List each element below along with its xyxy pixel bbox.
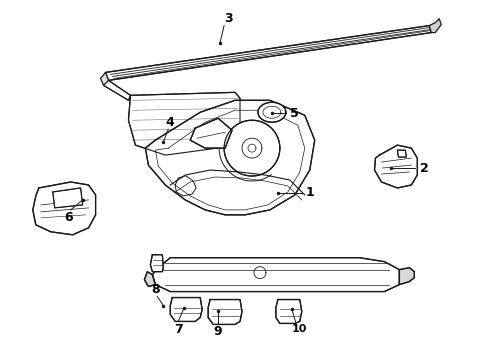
Text: 10: 10	[292, 324, 308, 334]
Polygon shape	[397, 150, 406, 157]
Polygon shape	[374, 145, 417, 188]
Polygon shape	[152, 258, 399, 292]
Polygon shape	[53, 188, 83, 208]
Text: 3: 3	[224, 12, 232, 25]
Text: 7: 7	[174, 323, 183, 336]
Polygon shape	[103, 78, 130, 100]
Polygon shape	[105, 26, 431, 80]
Polygon shape	[224, 120, 280, 176]
Polygon shape	[399, 268, 415, 285]
Polygon shape	[146, 100, 315, 215]
Text: 1: 1	[305, 186, 314, 199]
Text: 2: 2	[420, 162, 429, 175]
Text: 8: 8	[151, 283, 160, 296]
Polygon shape	[100, 72, 108, 85]
Polygon shape	[171, 298, 202, 321]
Polygon shape	[128, 92, 240, 155]
Polygon shape	[276, 300, 302, 323]
Polygon shape	[208, 300, 242, 324]
Text: 6: 6	[64, 211, 73, 224]
Polygon shape	[150, 255, 163, 272]
Text: 5: 5	[291, 107, 299, 120]
Text: 9: 9	[214, 325, 222, 338]
Polygon shape	[145, 272, 155, 287]
Polygon shape	[258, 102, 286, 122]
Text: 4: 4	[166, 116, 174, 129]
Polygon shape	[190, 118, 232, 148]
Polygon shape	[33, 182, 96, 235]
Polygon shape	[429, 19, 441, 32]
